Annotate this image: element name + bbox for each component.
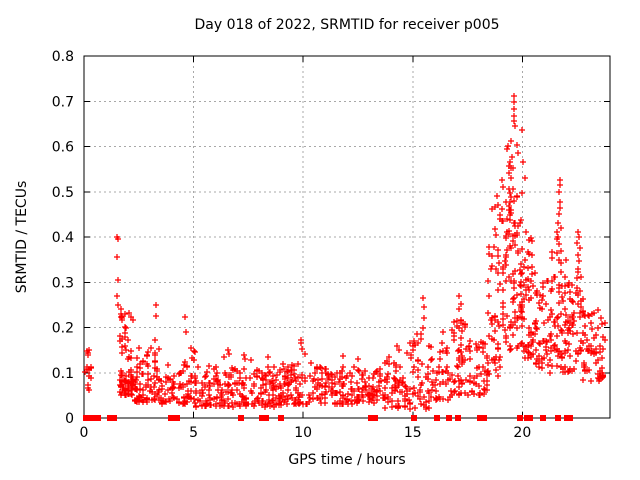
zero-value-bar-marker xyxy=(178,415,180,421)
zero-value-square-marker xyxy=(88,415,94,421)
zero-value-square-marker xyxy=(527,415,533,421)
zero-value-square-marker xyxy=(564,415,570,421)
y-tick-label: 0.7 xyxy=(52,94,74,110)
x-tick-label: 0 xyxy=(80,425,89,441)
zero-value-square-marker xyxy=(107,415,113,421)
y-tick-label: 0.8 xyxy=(52,49,74,65)
x-axis-label: GPS time / hours xyxy=(288,452,406,468)
chart-title: Day 018 of 2022, SRMTID for receiver p00… xyxy=(194,17,500,33)
zero-value-bar-marker xyxy=(176,415,178,421)
y-tick-label: 0.5 xyxy=(52,185,74,201)
zero-value-square-marker xyxy=(238,415,244,421)
zero-value-square-marker xyxy=(372,415,378,421)
zero-value-square-marker xyxy=(278,415,284,421)
y-tick-label: 0 xyxy=(65,411,74,427)
zero-value-square-marker xyxy=(540,415,546,421)
zero-value-square-marker xyxy=(446,415,452,421)
zero-value-bar-marker xyxy=(525,415,527,421)
zero-value-square-marker xyxy=(368,415,374,421)
x-tick-label: 20 xyxy=(513,425,531,441)
x-tick-label: 10 xyxy=(294,425,312,441)
data-points-plus-markers xyxy=(82,93,608,412)
zero-value-square-marker xyxy=(555,415,561,421)
zero-value-square-marker xyxy=(411,415,417,421)
y-tick-label: 0.1 xyxy=(52,366,74,382)
y-tick-label: 0.3 xyxy=(52,275,74,291)
zero-value-square-marker xyxy=(263,415,269,421)
zero-value-square-marker xyxy=(83,415,89,421)
x-tick-label: 5 xyxy=(189,425,198,441)
zero-value-square-marker xyxy=(477,415,483,421)
zero-value-square-marker xyxy=(171,415,177,421)
y-tick-label: 0.6 xyxy=(52,140,74,156)
zero-value-square-marker xyxy=(517,415,523,421)
zero-value-square-marker xyxy=(111,415,117,421)
zero-value-square-marker xyxy=(434,415,440,421)
x-tick-label: 15 xyxy=(404,425,422,441)
y-tick-label: 0.4 xyxy=(52,230,74,246)
zero-value-square-marker xyxy=(95,415,101,421)
zero-value-bar-marker xyxy=(571,415,573,421)
zero-value-square-marker xyxy=(259,415,265,421)
zero-value-square-marker xyxy=(455,415,461,421)
y-tick-label: 0.2 xyxy=(52,321,74,337)
zero-value-square-marker xyxy=(481,415,487,421)
